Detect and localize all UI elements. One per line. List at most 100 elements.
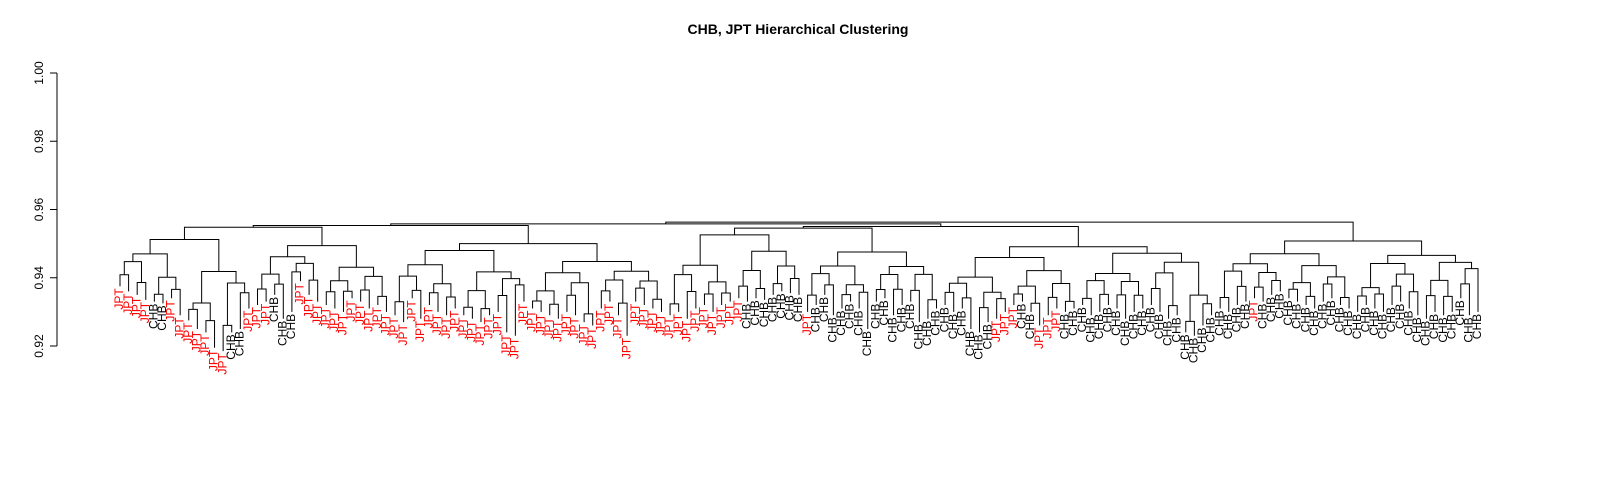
dendrogram-link: [1438, 261, 1473, 281]
dendrogram-link: [734, 227, 873, 252]
dendrogram-link: [325, 291, 336, 309]
dendrogram-link: [1133, 294, 1144, 312]
dendrogram-link: [257, 288, 267, 306]
y-tick-label: 1.00: [32, 61, 46, 85]
leaf-label: CHB: [843, 304, 857, 329]
leaf-label: JPT: [190, 330, 204, 352]
dendrogram-link: [1223, 270, 1243, 298]
dendrogram-link: [123, 261, 142, 283]
leaf-label: CHB: [155, 305, 169, 330]
dendrogram-link: [772, 283, 783, 295]
dendrogram-link: [192, 302, 211, 321]
dendrogram-link: [1009, 246, 1148, 258]
leaf-label: CHB: [1023, 314, 1037, 339]
dendrogram-link: [476, 271, 512, 291]
dendrogram-link: [1168, 305, 1178, 319]
dendrogram-link: [1112, 252, 1182, 274]
dendrogram-link: [390, 223, 942, 227]
leaf-label: JPT: [697, 306, 711, 328]
leaf-label: CHB: [267, 297, 281, 322]
leaf-label: JPT: [413, 320, 427, 342]
dendrogram-link: [893, 288, 903, 316]
dendrogram-link: [158, 276, 177, 295]
dendrogram-link: [330, 280, 349, 292]
dendrogram-link: [1013, 293, 1023, 306]
leaf-label: CHB: [834, 310, 848, 335]
dendrogram-link: [880, 273, 899, 290]
leaf-label: CHB: [748, 300, 762, 325]
leaf-label: JPT: [602, 303, 616, 325]
dendrogram-link: [274, 283, 284, 319]
dendrogram-leaf-labels: JPTJPTJPTJPTCHBCHBJPTJPTJPTJPTJPTJPTJPTC…: [112, 283, 1484, 375]
leaf-label: CHB: [1298, 307, 1312, 332]
dendrogram-link: [132, 253, 168, 278]
dendrogram-link: [789, 278, 800, 295]
dendrogram-link: [742, 269, 761, 289]
leaf-label: JPT: [207, 349, 221, 371]
leaf-label: JPT: [1006, 306, 1020, 328]
leaf-label: CHB: [233, 331, 247, 356]
leaf-label: JPT: [705, 313, 719, 335]
dendrogram-link: [1443, 295, 1453, 316]
dendrogram-link: [699, 234, 770, 266]
leaf-label: CHB: [826, 317, 840, 342]
leaf-label: JPT: [551, 320, 565, 342]
leaf-label: JPT: [516, 303, 530, 325]
dendrogram-link: [983, 291, 1002, 308]
leaf-label: JPT: [361, 310, 375, 332]
y-tick-label: 0.96: [32, 197, 46, 221]
dendrogram-link: [665, 221, 1354, 242]
dendrogram-link: [463, 306, 473, 319]
dendrogram-link: [721, 292, 731, 306]
dendrogram-link: [1370, 262, 1406, 288]
leaf-label: JPT: [1032, 327, 1046, 349]
leaf-label: JPT: [490, 313, 504, 335]
leaf-label: CHB: [1453, 300, 1467, 325]
leaf-label: JPT: [318, 306, 332, 328]
dendrogram-link: [501, 278, 521, 296]
dendrogram-link: [544, 272, 581, 291]
leaf-label: JPT: [215, 352, 229, 374]
leaf-label: JPT: [447, 310, 461, 332]
dendrogram-link: [613, 270, 650, 282]
leaf-label: JPT: [465, 320, 479, 342]
dendrogram-link: [957, 276, 993, 293]
leaf-label: CHB: [1169, 317, 1183, 342]
dendrogram-link: [1249, 253, 1320, 266]
leaf-label: CHB: [1230, 307, 1244, 332]
dendrogram-link: [1236, 285, 1247, 306]
leaf-label: JPT: [1040, 317, 1054, 339]
leaf-label: JPT: [533, 313, 547, 335]
leaf-label: JPT: [198, 334, 212, 356]
dendrogram-link: [639, 280, 658, 300]
leaf-label: CHB: [920, 321, 934, 346]
leaf-label: CHB: [1204, 317, 1218, 342]
leaf-label: JPT: [172, 317, 186, 339]
leaf-label: CHB: [1436, 317, 1450, 342]
dendrogram-link: [1288, 288, 1299, 302]
leaf-label: CHB: [1393, 304, 1407, 329]
leaf-label: JPT: [258, 303, 272, 325]
leaf-label: CHB: [1195, 328, 1209, 353]
leaf-label: JPT: [499, 334, 513, 356]
dendrogram-link: [1305, 295, 1316, 309]
dendrogram-link: [566, 294, 577, 316]
leaf-label: JPT: [800, 313, 814, 335]
dendrogram-link: [252, 225, 529, 244]
dendrogram-link: [532, 300, 542, 312]
dendrogram-link: [549, 303, 559, 319]
leaf-label: CHB: [774, 293, 788, 318]
dendrogram-link: [149, 239, 220, 272]
dendrogram-link: [837, 251, 907, 267]
dendrogram-link: [807, 294, 817, 312]
leaf-label: JPT: [336, 313, 350, 335]
leaf-label: CHB: [1410, 317, 1424, 342]
leaf-label: CHB: [1324, 300, 1338, 325]
leaf-label: JPT: [327, 310, 341, 332]
dendrogram-link: [407, 264, 443, 284]
leaf-label: JPT: [241, 310, 255, 332]
dendrogram-link: [291, 271, 301, 312]
dendrogram-link: [1464, 268, 1479, 312]
dendrogram-link: [1099, 293, 1109, 312]
leaf-label: JPT: [576, 323, 590, 345]
